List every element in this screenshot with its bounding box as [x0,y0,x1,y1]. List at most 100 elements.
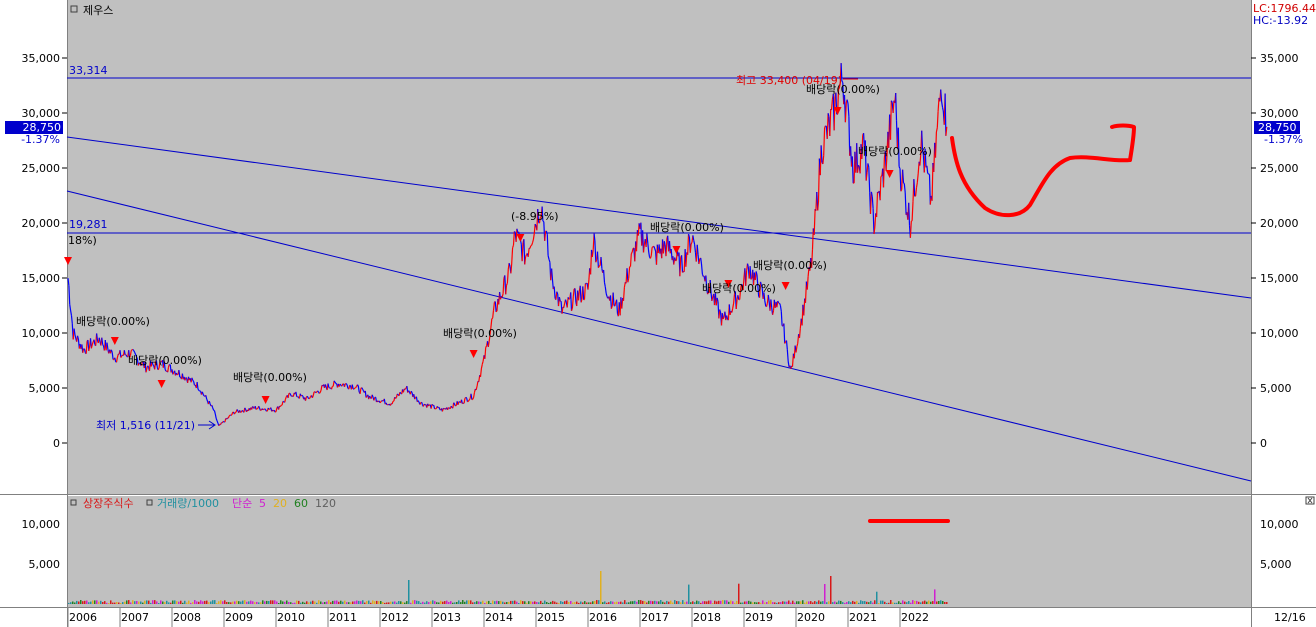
volume-bar [216,602,218,604]
price-segment [487,341,490,347]
price-segment [838,83,841,89]
price-segment [478,375,481,382]
price-segment [934,131,937,158]
price-segment [681,255,684,273]
volume-bar [142,602,144,604]
volume-bar [582,602,584,604]
volume-bar [922,601,924,604]
price-segment [501,293,504,298]
price-segment [796,343,799,347]
price-segment [726,315,729,320]
volume-bar [908,601,910,604]
upper-trendline[interactable] [66,136,1252,299]
volume-bar [410,602,412,604]
volume-bar [676,601,678,604]
volume-bar [534,601,536,604]
volume-bar [138,601,140,604]
price-segment [876,191,879,218]
volume-bar [314,601,316,604]
volume-bar [240,601,242,604]
volume-bar [362,600,364,604]
price-segment [255,408,258,410]
price-segment [157,367,160,371]
volume-bar [836,602,838,604]
volume-bar [292,602,294,604]
price-segment [307,397,310,400]
price-segment [102,344,104,347]
volume-panel[interactable] [67,496,1251,607]
volume-bar [692,601,694,604]
volume-bar [930,601,932,604]
volume-bar [186,602,188,604]
price-segment [840,63,843,82]
volume-bar [160,600,162,604]
price-segment [693,240,696,245]
x-tick-label: 2007 [121,611,149,624]
price-segment [511,247,514,264]
price-segment [694,244,697,253]
lower-trendline[interactable] [66,190,1252,482]
volume-bar [208,602,210,604]
volume-bar [420,602,422,604]
volume-bar [610,601,612,604]
volume-bar [232,601,234,604]
price-segment [868,167,871,193]
volume-bar [754,602,756,604]
volume-bar [914,600,916,604]
forecast-drawing[interactable] [950,123,1136,218]
price-segment [765,303,768,307]
price-segment [175,372,178,375]
volume-bar [650,600,652,604]
volume-bar [86,600,88,604]
volume-bar [712,603,714,604]
volume-bar [172,600,174,604]
price-segment [395,396,397,399]
volume-bar [398,601,400,604]
volume-bar [716,601,718,604]
price-segment [438,406,441,410]
price-segment [525,254,528,258]
panel-menu-icon[interactable] [70,5,78,13]
price-segment [208,400,211,404]
legend-marker-icon [146,499,153,506]
volume-bar [636,601,638,604]
y-tick-label: 20,000 [1260,217,1299,230]
volume-bar [856,600,858,604]
volume-bar [220,600,222,604]
volume-bar [514,600,516,604]
price-segment [577,291,580,301]
volume-bar [276,601,278,604]
dividend-label: 배당락(0.00%) [806,83,880,96]
volume-bar [792,600,794,604]
price-segment [570,292,573,311]
price-segment [745,270,748,286]
volume-bar [512,600,514,604]
volume-bar [798,601,800,604]
volume-bar [700,602,702,604]
volume-bar [906,602,908,604]
volume-bar [336,600,338,604]
price-segment [110,349,113,353]
price-segment [649,255,652,259]
x-tick-label: 2017 [641,611,669,624]
price-segment [295,391,298,397]
legend-ma120: 120 [315,497,336,510]
volume-bar [98,601,100,604]
volume-bar [388,602,390,604]
volume-bar [656,601,658,604]
price-segment [879,176,882,201]
volume-bar [738,583,740,604]
volume-bar [316,602,318,604]
price-segment [692,235,695,241]
price-segment [679,257,682,277]
volume-bar [532,601,534,604]
volume-bar [318,600,320,604]
volume-bar [452,602,454,604]
price-segment [919,153,922,166]
volume-bar [200,600,202,604]
volume-bar [464,601,466,604]
volume-bar [840,600,842,604]
volume-bar [150,602,152,604]
volume-bar [342,601,344,604]
